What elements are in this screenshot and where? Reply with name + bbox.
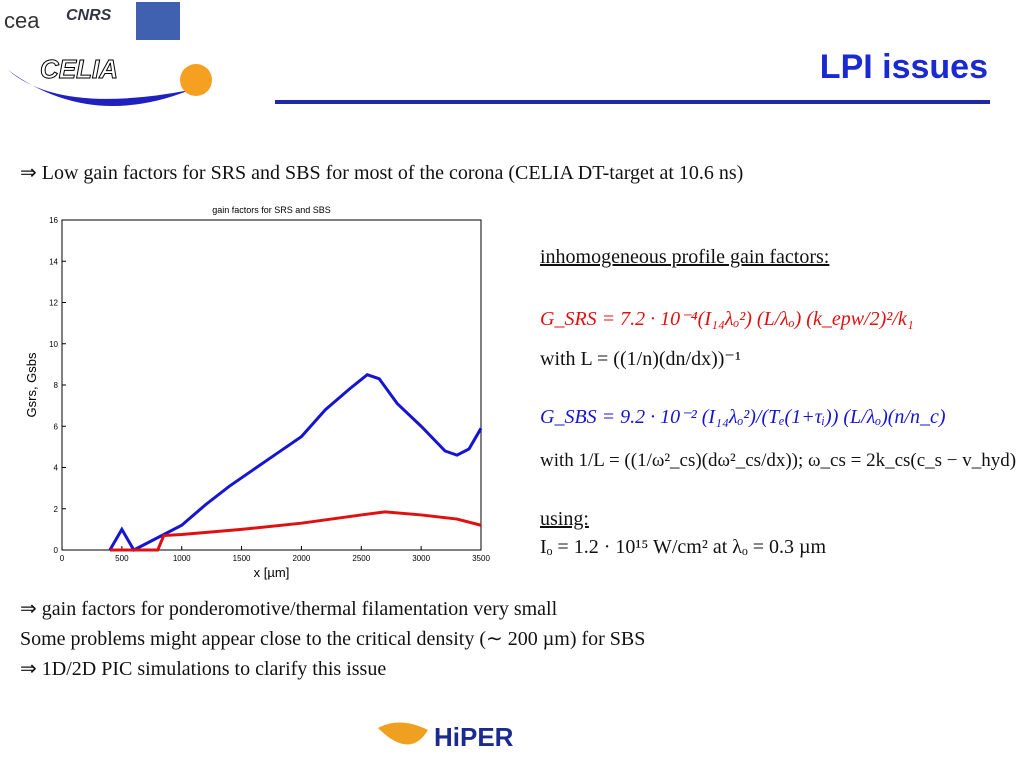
y-tick-label: 16 bbox=[49, 216, 58, 225]
formula: with 1/L = ((1/ω²_cs)(dω²_cs/dx)); ω_cs … bbox=[540, 450, 1017, 471]
chart-title: gain factors for SRS and SBS bbox=[212, 205, 331, 215]
data-line bbox=[109, 510, 482, 552]
formula: G_SBS = 9.2 · 10⁻² (I₁₄λₒ²)/(Tₑ(1+τᵢ)) (… bbox=[540, 406, 946, 428]
logo-text: CNRS bbox=[66, 7, 112, 24]
y-tick-label: 6 bbox=[54, 422, 59, 431]
intro: ⇒ Low gain factors for SRS and SBS for m… bbox=[20, 162, 744, 184]
logo-text: cea bbox=[4, 8, 40, 33]
y-axis-label: Gsrs, Gsbs bbox=[24, 352, 39, 418]
logo-text: CELIA bbox=[40, 54, 118, 84]
hiper-icon bbox=[378, 722, 428, 745]
y-tick-label: 0 bbox=[54, 546, 59, 555]
formula: G_SRS = 7.2 · 10⁻⁴(I₁₄λₒ²) (L/λₒ) (k_epw… bbox=[540, 308, 914, 330]
x-axis-label: x [µm] bbox=[254, 565, 290, 580]
y-tick-label: 12 bbox=[49, 299, 58, 308]
x-tick-label: 2000 bbox=[293, 554, 311, 563]
chart: gain factors for SRS and SBS 0 500 1000 1500… bbox=[24, 205, 490, 580]
celia-swoosh bbox=[8, 70, 190, 106]
conclusion: ⇒ 1D/2D PIC simulations to clarify this … bbox=[20, 658, 387, 680]
bordeaux-logo bbox=[136, 2, 180, 40]
x-tick-label: 3000 bbox=[412, 554, 430, 563]
x-tick-label: 1500 bbox=[233, 554, 251, 563]
x-tick-label: 2500 bbox=[352, 554, 370, 563]
formula-heading: using: bbox=[540, 508, 589, 530]
y-tick-label: 4 bbox=[54, 464, 59, 473]
data-line bbox=[108, 373, 483, 552]
y-tick-label: 14 bbox=[49, 257, 58, 266]
formula: with L = ((1/n)(dn/dx))⁻¹ bbox=[540, 348, 741, 370]
formula: Iₒ = 1.2 · 10¹⁵ W/cm² at λₒ = 0.3 µm bbox=[540, 536, 827, 558]
conclusion: Some problems might appear close to the … bbox=[20, 628, 646, 650]
conclusion: ⇒ gain factors for ponderomotive/thermal… bbox=[20, 598, 558, 620]
slide-title: LPI issues bbox=[820, 48, 988, 86]
celia-sun bbox=[180, 64, 212, 96]
x-tick-label: 0 bbox=[60, 554, 65, 563]
x-tick-label: 1000 bbox=[173, 554, 191, 563]
x-tick-label: 500 bbox=[115, 554, 129, 563]
plot-area bbox=[61, 219, 482, 551]
y-tick-label: 10 bbox=[49, 340, 58, 349]
y-tick-label: 8 bbox=[54, 381, 59, 390]
logo-text: HiPER bbox=[434, 722, 514, 752]
formula-heading: inhomogeneous profile gain factors: bbox=[540, 246, 830, 268]
x-tick-label: 3500 bbox=[472, 554, 490, 563]
y-tick-label: 2 bbox=[54, 505, 59, 514]
